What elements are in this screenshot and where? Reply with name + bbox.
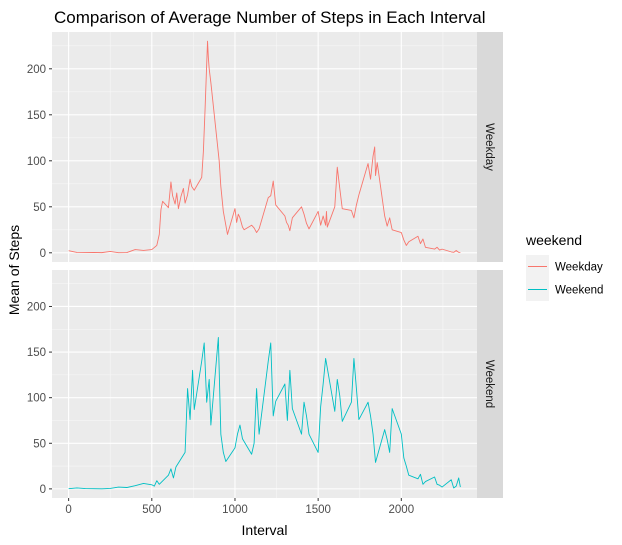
x-tick-label: 2000 bbox=[389, 504, 415, 516]
y-axis-title: Mean of Steps bbox=[6, 225, 22, 315]
x-tick-label: 0 bbox=[65, 504, 71, 516]
x-tick-label: 1000 bbox=[222, 504, 248, 516]
facet-strip bbox=[477, 32, 503, 262]
x-axis-title: Interval bbox=[242, 522, 288, 538]
facet-strip bbox=[477, 270, 503, 498]
chart-title: Comparison of Average Number of Steps in… bbox=[54, 8, 486, 27]
legend-label-weekday: Weekday bbox=[555, 262, 603, 274]
panel-weekend: 0 50 100 150 200 Weekend bbox=[27, 270, 503, 498]
series-line-weekday bbox=[68, 40, 461, 254]
series-line-weekend bbox=[68, 337, 461, 490]
y-tick-label: 50 bbox=[33, 202, 46, 214]
x-tick-label: 1500 bbox=[305, 504, 331, 516]
y-tick-label: 0 bbox=[40, 484, 46, 496]
legend-title: weekend bbox=[525, 232, 582, 248]
chart-panels: 0 50 100 150 200 Weekday 0 50 100 150 200 Weekend bbox=[27, 32, 503, 498]
y-tick-label: 200 bbox=[27, 301, 46, 313]
legend: weekend Weekday Weekend bbox=[525, 232, 603, 301]
y-tick-label: 100 bbox=[27, 156, 46, 168]
facet-strip-label: Weekend bbox=[483, 360, 495, 408]
y-tick-label: 100 bbox=[27, 393, 46, 405]
legend-label-weekend: Weekend bbox=[555, 285, 603, 297]
facet-strip-label: Weekday bbox=[483, 123, 495, 171]
y-tick-label: 50 bbox=[33, 438, 46, 450]
panel-weekday: 0 50 100 150 200 Weekday bbox=[27, 32, 503, 262]
y-tick-label: 0 bbox=[40, 248, 46, 260]
panel-background bbox=[52, 32, 477, 262]
y-tick-label: 200 bbox=[27, 64, 46, 76]
y-tick-label: 150 bbox=[27, 347, 46, 359]
y-tick-label: 150 bbox=[27, 110, 46, 122]
x-axis: 0 500 1000 1500 2000 bbox=[65, 498, 414, 516]
panel-background bbox=[52, 270, 477, 498]
x-tick-label: 500 bbox=[142, 504, 161, 516]
